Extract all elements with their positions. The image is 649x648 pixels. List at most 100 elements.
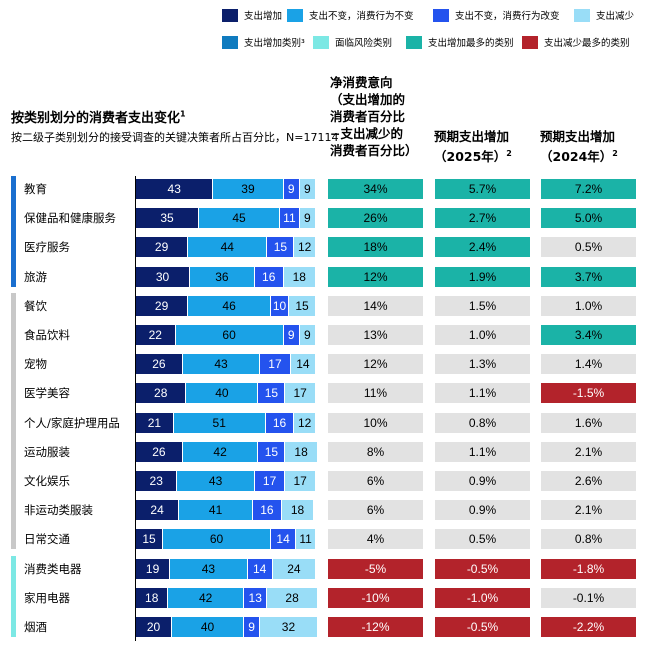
bar-segment: 43: [136, 179, 213, 199]
category-label: 医疗服务: [24, 240, 70, 255]
bar-segment: 30: [136, 266, 189, 287]
category-label: 日常交通: [24, 532, 70, 547]
net-intent-cell: 34%: [328, 179, 423, 199]
bar-segment: 18: [281, 500, 314, 521]
bar-segment: 45: [199, 208, 279, 229]
category-label: 医学美容: [24, 386, 70, 401]
legend-item: 支出减少最多的类别: [522, 35, 630, 49]
bar-segment: 15: [289, 295, 315, 316]
bar-segment: 44: [188, 237, 267, 258]
category-label: 保健品和健康服务: [24, 211, 116, 226]
legend-label: 支出减少最多的类别: [544, 38, 630, 49]
expected-2024-cell: 0.5%: [541, 237, 636, 258]
bar-segment: 14: [271, 529, 296, 550]
column-header-expected-2024: 预期支出增加 （2024年）2: [540, 129, 618, 165]
bar-segment: 60: [175, 325, 283, 345]
legend-label: 支出不变，消费行为不变: [309, 11, 414, 22]
expected-2024-cell: 1.4%: [541, 354, 636, 375]
expected-2024-cell: 2.1%: [541, 500, 636, 521]
legend-swatch: [574, 8, 590, 22]
bar-segment: 13: [244, 587, 267, 608]
category-label: 文化娱乐: [24, 474, 70, 488]
expected-2024-cell: -1.5%: [541, 383, 636, 404]
category-label: 食品饮料: [24, 328, 70, 342]
legend-item: 支出减少: [574, 8, 634, 22]
bar-segment: 9: [244, 617, 260, 637]
bar-segment: 46: [188, 295, 270, 316]
bar-segment: 11: [280, 208, 299, 229]
legend-item: 面临风险类别: [313, 35, 392, 49]
column-header-net-intent: 净消费意向 （支出增加的 消费者百分比 −支出减少的 消费者百分比）: [330, 75, 418, 158]
bar-segment: 17: [260, 354, 290, 375]
expected-2024-cell: 0.8%: [541, 529, 636, 550]
category-label: 家用电器: [24, 590, 70, 605]
expected-2025-cell: 0.9%: [435, 471, 530, 491]
bar-segment: 29: [136, 295, 188, 316]
net-intent-cell: 10%: [328, 412, 423, 433]
expected-2025-cell: 5.7%: [435, 179, 530, 199]
expected-2024-cell: 3.7%: [541, 266, 636, 287]
bar-segment: 26: [136, 354, 182, 375]
bar-segment: 16: [254, 266, 283, 287]
bar-segment: 9: [299, 325, 315, 345]
bar-segment: 18: [285, 441, 317, 462]
legend-swatch: [433, 8, 449, 22]
legend-item: 支出不变，消费行为改变: [433, 8, 560, 22]
category-label: 烟酒: [24, 620, 47, 634]
category-label: 消费类电器: [24, 561, 82, 576]
category-label: 教育: [24, 182, 47, 196]
expected-2024-cell: 5.0%: [541, 208, 636, 229]
group-bar-decrease: [11, 555, 16, 637]
expected-2025-cell: 1.3%: [435, 354, 530, 375]
legend-swatch: [313, 35, 329, 49]
legend-swatch: [406, 35, 422, 49]
bar-segment: 18: [283, 266, 315, 287]
net-intent-cell: -5%: [328, 558, 423, 579]
category-label: 运动服装: [24, 444, 70, 459]
net-intent-cell: 13%: [328, 325, 423, 345]
expected-2025-cell: -1.0%: [435, 587, 530, 608]
net-intent-cell: 6%: [328, 500, 423, 521]
expected-2025-cell: 1.9%: [435, 266, 530, 287]
net-intent-cell: 12%: [328, 266, 423, 287]
chart-title: 按类别划分的消费者支出变化1: [11, 109, 186, 126]
expected-2025-cell: 1.5%: [435, 295, 530, 316]
bar-segment: 15: [258, 383, 285, 404]
bar-segment: 19: [136, 558, 170, 579]
bar-segment: 15: [136, 529, 162, 550]
bar-segment: 43: [182, 354, 260, 375]
legend-label: 支出增加最多的类别: [428, 38, 514, 49]
bar-segment: 51: [173, 412, 265, 433]
category-label: 个人/家庭护理用品: [24, 415, 120, 430]
category-label: 非运动类服装: [24, 503, 93, 518]
expected-2024-cell: -1.8%: [541, 558, 636, 579]
bar-segment: 39: [213, 179, 283, 199]
bar-segment: 43: [177, 471, 254, 491]
expected-2025-cell: 0.8%: [435, 412, 530, 433]
bar-segment: 26: [136, 441, 182, 462]
category-label: 宠物: [24, 357, 47, 372]
bar-segment: 42: [168, 587, 243, 608]
expected-2024-cell: -0.1%: [541, 587, 636, 608]
legend-swatch: [222, 35, 238, 49]
bar-segment: 17: [254, 471, 285, 491]
net-intent-cell: 8%: [328, 441, 423, 462]
bar-segment: 24: [272, 558, 315, 579]
legend-label: 支出不变，消费行为改变: [455, 11, 560, 22]
bar-segment: 22: [136, 325, 175, 345]
legend-item: 支出增加: [222, 8, 282, 22]
expected-2025-cell: 1.1%: [435, 383, 530, 404]
bar-segment: 9: [299, 179, 315, 199]
legend-label: 面临风险类别: [335, 38, 393, 49]
group-bar-risk: [11, 292, 16, 550]
bar-segment: 18: [136, 587, 168, 608]
expected-2025-cell: -0.5%: [435, 558, 530, 579]
expected-2024-cell: 1.6%: [541, 412, 636, 433]
bar-segment: 42: [182, 441, 258, 462]
bar-segment: 24: [136, 500, 179, 521]
category-label: 餐饮: [24, 298, 47, 313]
net-intent-cell: -12%: [328, 617, 423, 637]
bar-segment: 43: [170, 558, 247, 579]
bar-segment: 14: [290, 354, 315, 375]
bar-segment: 17: [285, 471, 315, 491]
